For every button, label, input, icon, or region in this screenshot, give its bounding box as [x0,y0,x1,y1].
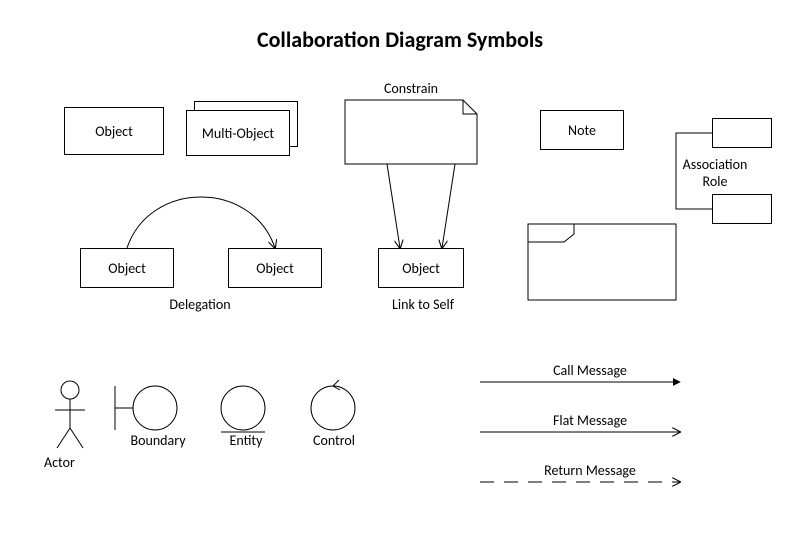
caption-delegation: Delegation [140,296,260,313]
symbol-object: Object [64,107,164,155]
caption-boundary: Boundary [118,432,198,449]
delegation-right: Object [228,248,322,288]
symbol-note: Note [540,110,624,150]
caption-call-message: Call Message [510,362,670,379]
caption-control: Control [302,432,366,449]
boundary-icon [115,386,177,430]
caption-constrain: Constrain [345,80,477,97]
delegation-arc [127,197,275,248]
diagram-stage: Collaboration Diagram Symbols Object Mul… [0,0,800,551]
loop-body-label: [Parameters] [536,254,666,271]
caption-assoc-role-1: Association [660,156,770,173]
caption-flat-message: Flat Message [510,412,670,429]
constrain-line1: <<invariant>> [345,106,477,121]
loop-tab-label: Loop [533,226,573,241]
delegation-left: Object [80,248,174,288]
link-self-right [442,164,455,248]
constrain-line2: {Constraint Name: [345,122,477,137]
caption-actor: Actor [44,454,96,471]
constrain-line3: Body}} [345,138,477,153]
actor-icon [55,381,85,448]
caption-link-to-self: Link to Self [368,296,478,313]
symbol-multi-object-front: Multi-Object [186,110,290,156]
caption-assoc-role-2: Role [660,173,770,190]
caption-entity: Entity [216,432,276,449]
assoc-role-bottom [712,194,772,224]
entity-icon [221,386,265,432]
control-icon [311,380,355,430]
caption-return-message: Return Message [510,462,670,479]
assoc-role-top [712,118,772,148]
link-to-self-box: Object [378,248,464,288]
link-self-left [387,164,400,248]
page-title: Collaboration Diagram Symbols [0,26,800,53]
